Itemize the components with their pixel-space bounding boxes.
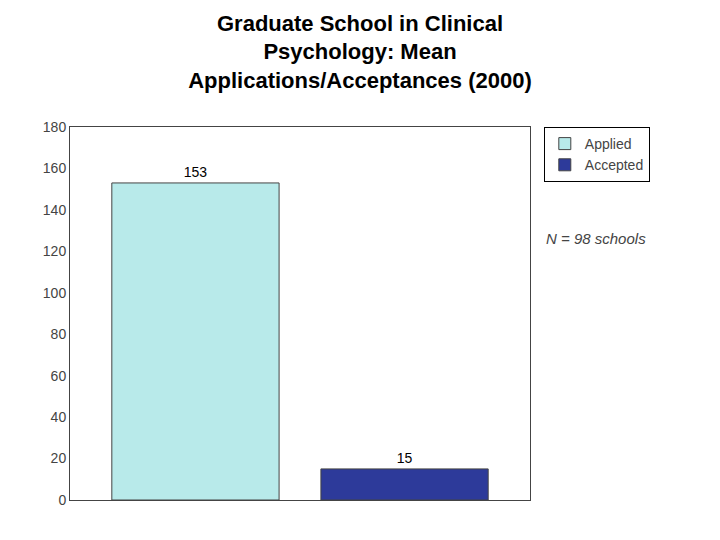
svg-text:15: 15 — [397, 450, 413, 466]
svg-text:180: 180 — [43, 119, 67, 135]
svg-text:80: 80 — [51, 326, 67, 342]
svg-text:40: 40 — [51, 409, 67, 425]
svg-text:Accepted: Accepted — [585, 157, 643, 173]
svg-text:100: 100 — [43, 285, 67, 301]
svg-text:0: 0 — [58, 492, 66, 508]
svg-text:120: 120 — [43, 243, 67, 259]
svg-text:Graduate School in ClinicalPsy: Graduate School in ClinicalPsychology: M… — [188, 11, 532, 93]
svg-text:153: 153 — [184, 164, 208, 180]
svg-text:140: 140 — [43, 202, 67, 218]
svg-text:20: 20 — [51, 450, 67, 466]
svg-text:60: 60 — [51, 368, 67, 384]
svg-text:160: 160 — [43, 160, 67, 176]
svg-text:Applied: Applied — [585, 136, 632, 152]
svg-text:N = 98 schools: N = 98 schools — [546, 230, 646, 247]
